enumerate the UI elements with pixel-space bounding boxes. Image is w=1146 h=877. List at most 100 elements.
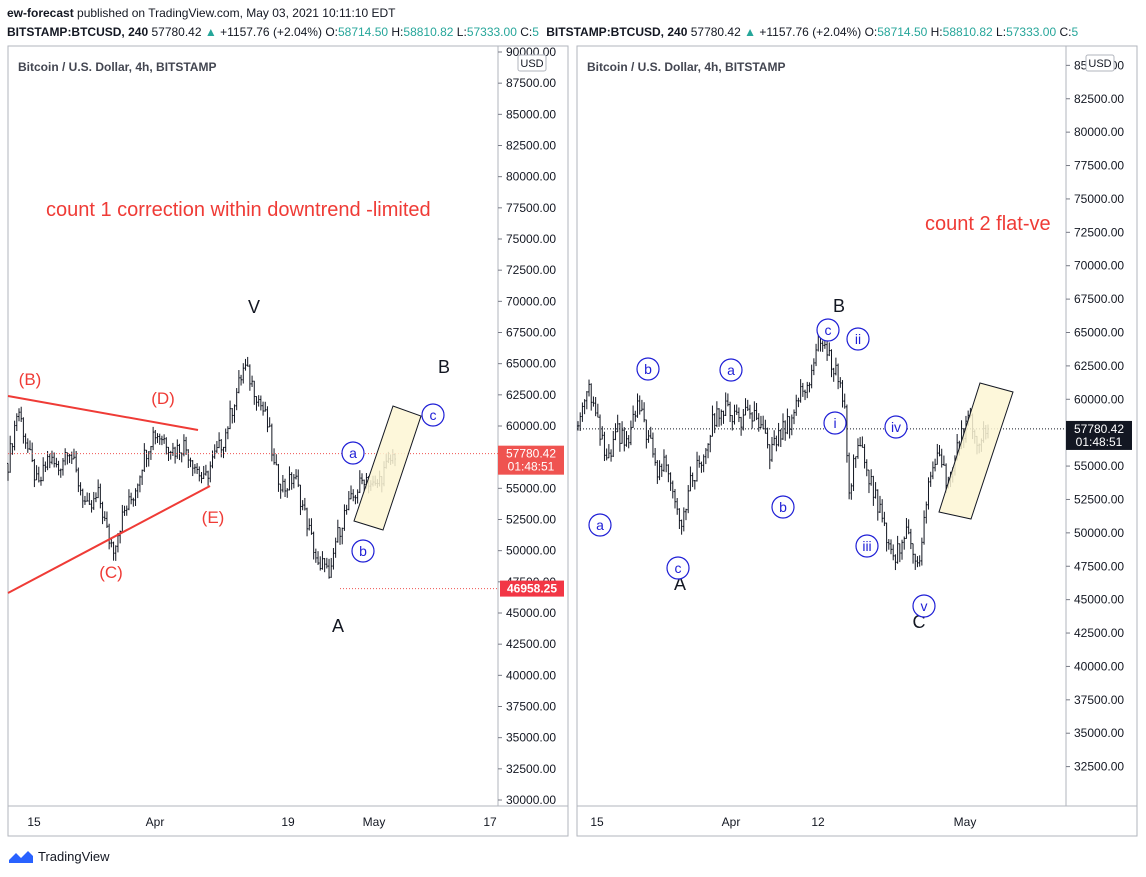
y-tick-label: 37500.00 [506, 700, 556, 714]
y-tick-label: 45000.00 [1074, 593, 1124, 607]
y-tick-label: 65000.00 [506, 357, 556, 371]
time-axis[interactable] [7, 805, 569, 837]
wave-circle [588, 513, 612, 537]
wave-circle [666, 556, 690, 580]
y-tick-label: 85000.00 [506, 107, 556, 121]
y-tick-label: 70000.00 [506, 294, 556, 308]
projection-box[interactable] [938, 382, 1014, 520]
wave-circle [884, 415, 908, 439]
y-tick-label: 62500.00 [506, 388, 556, 402]
y-tick-label: 47500.00 [1074, 559, 1124, 573]
y-tick-label: 75000.00 [1074, 192, 1124, 206]
y-tick-label: 45000.00 [506, 606, 556, 620]
wave-label-red: (D) [151, 389, 175, 408]
annotation-title: count 1 correction within downtrend -lim… [46, 199, 431, 221]
wave-label-circled: c [675, 560, 682, 576]
published-text: published on TradingView.com, May 03, 20… [73, 6, 396, 20]
y-tick-label: 72500.00 [506, 263, 556, 277]
last-price-tag[interactable] [1066, 420, 1132, 450]
last-price-tag[interactable] [498, 445, 564, 475]
price-axis[interactable] [497, 45, 569, 807]
close-label-2: C: [1059, 25, 1072, 39]
change-value: +1157.76 (+2.04%) [220, 25, 322, 39]
last-price-label: 57780.42 [506, 447, 556, 461]
wave-label-circled: i [833, 415, 836, 431]
projection-box[interactable] [353, 405, 422, 531]
y-tick-label: 75000.00 [506, 232, 556, 246]
open-label-2: O: [864, 25, 878, 39]
triangle-lower-line [7, 485, 211, 594]
up-arrow-icon-2: ▲ [744, 25, 757, 39]
triangle-upper-line [7, 395, 199, 431]
last-price-2: 57780.42 [690, 25, 741, 39]
close-value: 5 [532, 25, 539, 39]
wave-circle [846, 327, 870, 351]
open-value-2: 58714.50 [877, 25, 928, 39]
x-tick-label: 19 [281, 815, 295, 829]
y-tick-label: 82500.00 [1074, 92, 1124, 106]
chart-title: Bitcoin / U.S. Dollar, 4h, BITSTAMP [587, 60, 785, 74]
currency-label: USD [1088, 58, 1111, 70]
y-tick-label: 67500.00 [1074, 292, 1124, 306]
symbol-label: BITSTAMP:BTCUSD, 240 [7, 25, 149, 39]
x-tick-label: Apr [146, 815, 165, 829]
y-tick-label: 50000.00 [1074, 526, 1124, 540]
currency-badge[interactable] [517, 54, 547, 72]
change-value-2: +1157.76 (+2.04%) [759, 25, 862, 39]
wave-label-circled: iii [862, 538, 871, 554]
chart-pane[interactable] [7, 45, 499, 807]
wave-circle [816, 318, 840, 342]
y-tick-label: 40000.00 [506, 668, 556, 682]
y-tick-label: 70000.00 [1074, 259, 1124, 273]
wave-circle [823, 411, 847, 435]
wave-label-black: A [332, 616, 344, 636]
low-marker-tag[interactable] [500, 580, 564, 597]
brand-label: TradingView [38, 848, 110, 864]
wave-circle [421, 403, 445, 427]
tradingview-logo-icon [9, 851, 33, 863]
y-tick-label: 42500.00 [1074, 626, 1124, 640]
countdown-label: 01:48:51 [508, 460, 555, 474]
wave-label-red: (C) [99, 563, 123, 582]
annotation-title: count 2 flat-ve [925, 213, 1051, 235]
wave-label-circled: a [727, 362, 735, 378]
open-label: O: [325, 25, 338, 39]
high-label-2: H: [930, 25, 943, 39]
time-axis[interactable] [576, 805, 1138, 837]
low-value: 57333.00 [466, 25, 517, 39]
wave-circle [912, 594, 936, 618]
high-label: H: [391, 25, 404, 39]
last-price-label: 57780.42 [1074, 422, 1124, 436]
x-tick-label: 17 [483, 815, 497, 829]
wave-label-black: B [833, 296, 845, 316]
y-tick-label: 50000.00 [506, 544, 556, 558]
wave-label-circled: b [644, 361, 652, 377]
x-tick-label: Apr [722, 815, 741, 829]
x-tick-label: May [363, 815, 386, 829]
up-arrow-icon: ▲ [204, 25, 217, 39]
low-label: L: [456, 25, 467, 39]
last-price: 57780.42 [151, 25, 202, 39]
wave-circle [771, 495, 795, 519]
low-value-2: 57333.00 [1006, 25, 1057, 39]
y-tick-label: 65000.00 [1074, 326, 1124, 340]
y-tick-label: 82500.00 [506, 139, 556, 153]
wave-label-red: (E) [202, 508, 225, 527]
currency-badge[interactable] [1085, 54, 1115, 72]
publish-header: ew-forecast published on TradingView.com… [7, 6, 395, 20]
wave-circle [341, 441, 365, 465]
wave-circle [351, 539, 375, 563]
wave-label-circled: iv [891, 419, 901, 435]
y-tick-label: 72500.00 [1074, 225, 1124, 239]
high-value-2: 58810.82 [942, 25, 993, 39]
y-tick-label: 60000.00 [1074, 392, 1124, 406]
y-tick-label: 35000.00 [1074, 726, 1124, 740]
symbol-label-2: BITSTAMP:BTCUSD, 240 [546, 25, 688, 39]
open-value: 58714.50 [337, 25, 389, 39]
low-marker-label: 46958.25 [507, 582, 557, 596]
countdown-label: 01:48:51 [1076, 435, 1123, 449]
y-tick-label: 80000.00 [1074, 125, 1124, 139]
author-name[interactable]: ew-forecast [7, 6, 74, 20]
footer-brand[interactable]: TradingView [8, 848, 110, 864]
